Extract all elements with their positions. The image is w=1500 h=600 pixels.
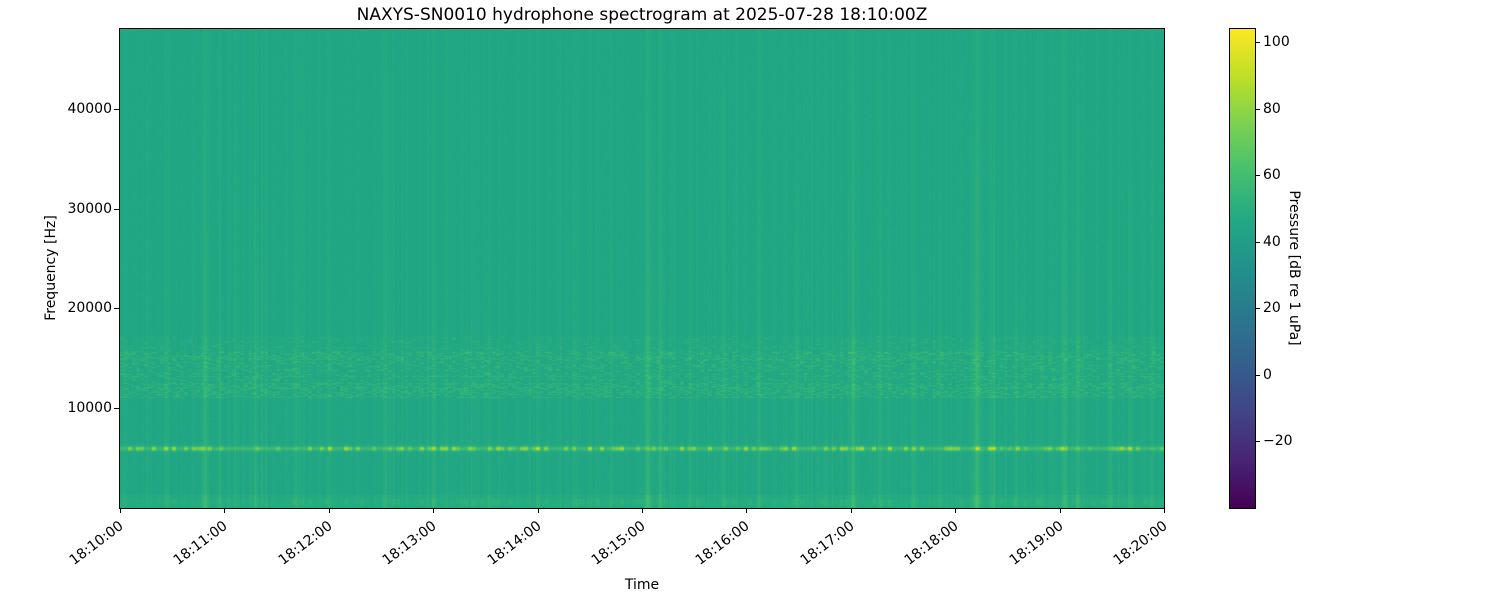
x-tick-label: 18:14:00 [484, 518, 545, 569]
x-tick-label: 18:10:00 [66, 518, 127, 569]
y-tick-mark [114, 209, 119, 210]
y-tick-mark [114, 109, 119, 110]
colorbar-gradient [1230, 29, 1255, 508]
x-tick-label: 18:12:00 [275, 518, 336, 569]
colorbar-label: Pressure [dB re 1 uPa] [1286, 190, 1302, 346]
y-tick-mark [114, 408, 119, 409]
x-tick-mark [224, 509, 225, 513]
x-tick-label: 18:20:00 [1110, 518, 1171, 569]
plot-area [119, 28, 1165, 509]
y-tick-label: 20000 [67, 300, 112, 316]
x-tick-label: 18:19:00 [1006, 518, 1067, 569]
spectrogram-heatmap [120, 29, 1164, 508]
colorbar-tick-label: 40 [1263, 234, 1281, 250]
colorbar-tick-mark [1256, 375, 1260, 376]
x-tick-mark [329, 509, 330, 513]
x-tick-label: 18:11:00 [170, 518, 231, 569]
colorbar-tick-mark [1256, 308, 1260, 309]
x-tick-label: 18:13:00 [379, 518, 440, 569]
colorbar-tick-label: 60 [1263, 167, 1281, 183]
colorbar-tick-label: 80 [1263, 101, 1281, 117]
x-tick-label: 18:18:00 [901, 518, 962, 569]
x-tick-mark [1060, 509, 1061, 513]
x-tick-label: 18:15:00 [588, 518, 649, 569]
colorbar-tick-mark [1256, 42, 1260, 43]
y-tick-label: 10000 [67, 400, 112, 416]
x-tick-mark [851, 509, 852, 513]
colorbar-tick-label: −20 [1263, 433, 1293, 449]
colorbar-tick-mark [1256, 441, 1260, 442]
colorbar-tick-label: 0 [1263, 367, 1272, 383]
colorbar-tick-mark [1256, 242, 1260, 243]
x-tick-mark [538, 509, 539, 513]
x-tick-label: 18:17:00 [797, 518, 858, 569]
x-tick-mark [433, 509, 434, 513]
colorbar-tick-mark [1256, 175, 1260, 176]
x-tick-label: 18:16:00 [692, 518, 753, 569]
y-tick-label: 40000 [67, 101, 112, 117]
plot-title: NAXYS-SN0010 hydrophone spectrogram at 2… [356, 5, 928, 25]
y-tick-label: 30000 [67, 201, 112, 217]
x-tick-mark [120, 509, 121, 513]
x-tick-mark [1164, 509, 1165, 513]
colorbar-tick-label: 20 [1263, 300, 1281, 316]
x-tick-mark [746, 509, 747, 513]
colorbar-tick-mark [1256, 109, 1260, 110]
y-tick-mark [114, 308, 119, 309]
colorbar [1229, 28, 1256, 509]
x-axis-label: Time [624, 577, 660, 593]
x-tick-mark [642, 509, 643, 513]
colorbar-tick-label: 100 [1263, 34, 1290, 50]
x-tick-mark [955, 509, 956, 513]
